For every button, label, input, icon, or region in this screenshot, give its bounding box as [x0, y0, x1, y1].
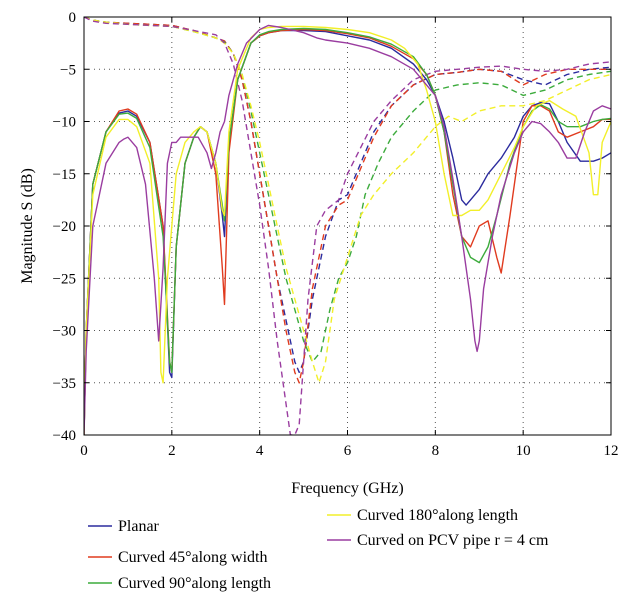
- y-tick-label: −40: [53, 428, 76, 444]
- y-tick-label: −5: [60, 62, 76, 78]
- legend-label: Curved 180°along length: [357, 507, 518, 524]
- y-tick-label: −20: [53, 219, 76, 235]
- legend-label: Curved 90°along length: [118, 575, 271, 592]
- legend: Planar Curved 45°along width Curved 90°alo…: [88, 507, 549, 592]
- y-tick-label: −10: [53, 115, 76, 131]
- series-dashed-line-9: [84, 17, 611, 435]
- series-line-4: [84, 24, 611, 435]
- ticks: [83, 16, 612, 436]
- x-tick-label: 0: [80, 443, 88, 459]
- tick-labels: 0 2 4 6 8 10 12 0 −5 −10 −15 −20 −25 −30 −35 −40: [53, 10, 619, 459]
- series-dashed-line-8: [84, 17, 611, 384]
- legend-label: Curved on PCV pipe r = 4 cm: [357, 532, 549, 549]
- series-layer: [84, 17, 611, 435]
- legend-label: Planar: [118, 518, 160, 535]
- x-axis-label: Frequency (GHz): [291, 480, 403, 497]
- series-dashed-line-5: [84, 17, 611, 373]
- y-tick-label: −30: [53, 324, 76, 340]
- y-tick-label: −35: [53, 376, 76, 392]
- x-tick-label: 4: [256, 443, 264, 459]
- y-tick-label: −25: [53, 271, 76, 287]
- x-tick-label: 6: [344, 443, 352, 459]
- y-axis-label: Magnitude S (dB): [19, 168, 36, 284]
- series-dashed-line-7: [84, 17, 611, 363]
- y-tick-label: −15: [53, 167, 76, 183]
- y-tick-label: 0: [69, 10, 77, 26]
- x-tick-label: 10: [516, 443, 531, 459]
- x-tick-label: 8: [432, 443, 440, 459]
- x-tick-label: 12: [604, 443, 619, 459]
- x-tick-label: 2: [168, 443, 176, 459]
- series-line-3: [84, 25, 611, 435]
- legend-label: Curved 45°along width: [118, 549, 268, 566]
- series-dashed-line-6: [84, 17, 611, 384]
